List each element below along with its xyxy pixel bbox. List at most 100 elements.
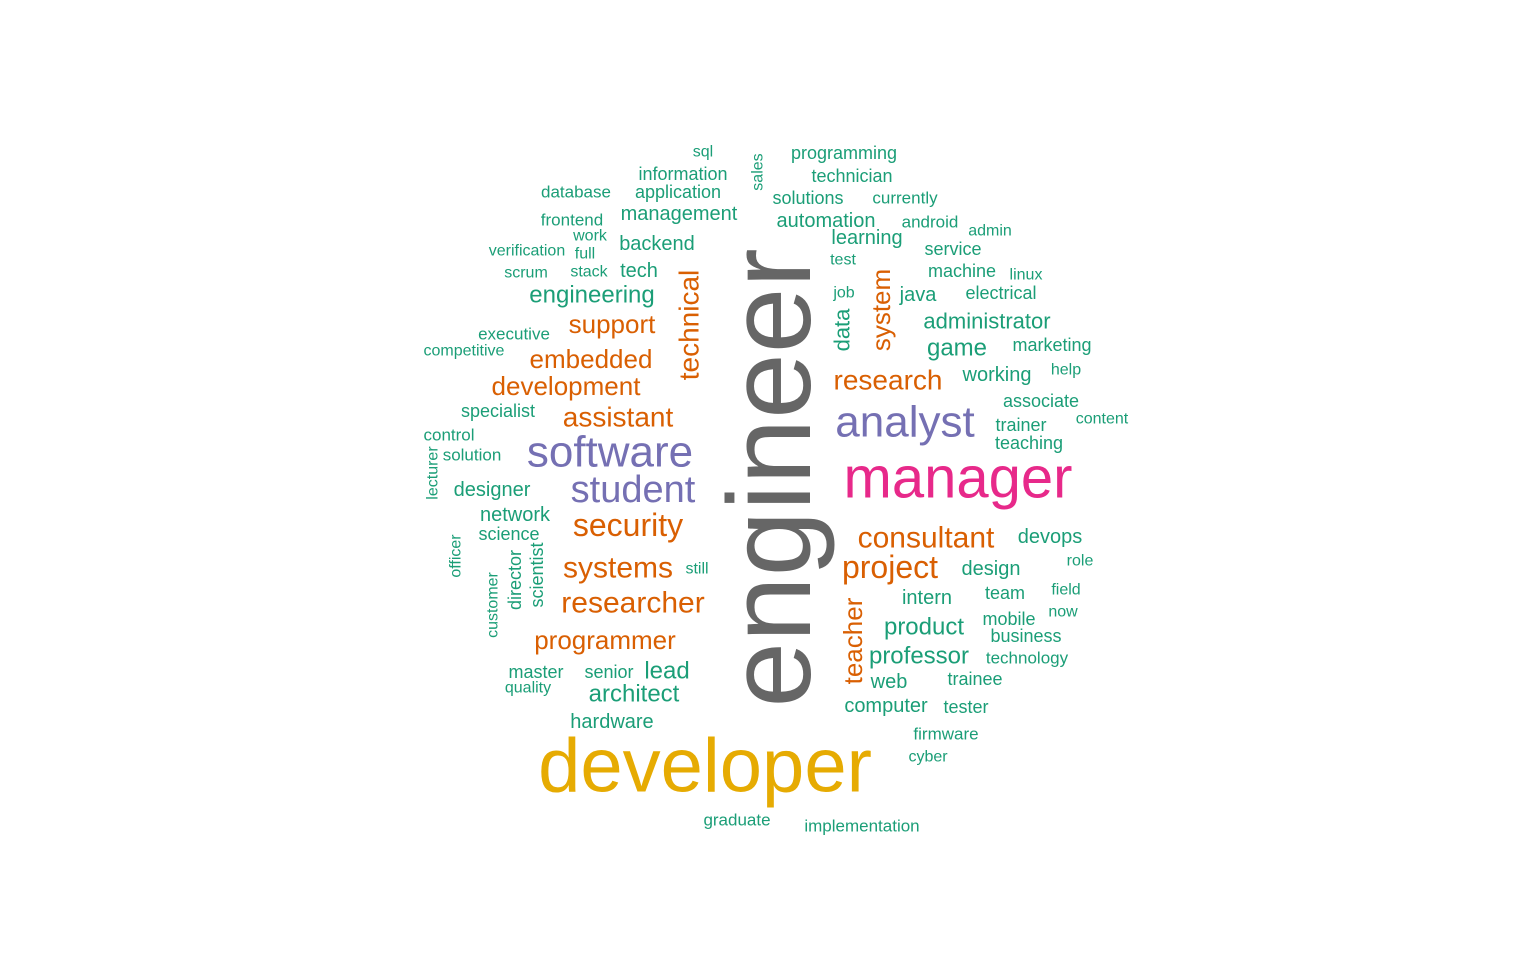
word-specialist: specialist: [461, 401, 535, 421]
word-now: now: [1048, 604, 1078, 621]
word-customer: customer: [485, 571, 502, 637]
word-technology: technology: [986, 649, 1069, 668]
word-technical: technical: [674, 270, 705, 381]
word-professor: professor: [869, 643, 969, 670]
word-design: design: [962, 558, 1021, 580]
word-programming: programming: [791, 143, 897, 163]
word-data: data: [830, 308, 855, 352]
word-embedded: embedded: [530, 344, 653, 374]
word-designer: designer: [454, 479, 531, 501]
word-officer: officer: [448, 534, 465, 578]
word-cyber: cyber: [908, 749, 948, 766]
word-quality: quality: [505, 680, 551, 697]
word-web: web: [870, 671, 908, 693]
word-system: system: [866, 269, 896, 351]
word-consultant: consultant: [858, 522, 995, 555]
word-intern: intern: [902, 587, 952, 609]
word-engineering: engineering: [529, 282, 654, 309]
word-assistant: assistant: [563, 402, 674, 433]
word-work: work: [572, 228, 608, 245]
word-full: full: [575, 246, 595, 263]
word-master: master: [508, 662, 563, 682]
word-game: game: [927, 335, 987, 362]
word-database: database: [541, 183, 611, 202]
word-director: director: [505, 550, 525, 610]
word-teacher: teacher: [838, 597, 868, 684]
word-stack: stack: [570, 264, 608, 281]
word-business: business: [990, 626, 1061, 646]
word-java: java: [899, 284, 938, 306]
word-scrum: scrum: [504, 265, 548, 282]
word-network: network: [480, 504, 551, 526]
word-help: help: [1051, 362, 1081, 379]
word-researcher: researcher: [561, 587, 704, 620]
word-research: research: [834, 365, 943, 396]
word-automation: automation: [777, 210, 876, 232]
word-technician: technician: [811, 166, 892, 186]
word-information: information: [638, 164, 727, 184]
word-programmer: programmer: [534, 625, 676, 655]
word-associate: associate: [1003, 391, 1079, 411]
word-backend: backend: [619, 233, 695, 255]
word-teaching: teaching: [995, 433, 1063, 453]
word-solutions: solutions: [772, 188, 843, 208]
word-architect: architect: [589, 681, 680, 708]
word-service: service: [924, 239, 981, 259]
word-developer: developer: [538, 724, 872, 809]
word-control: control: [423, 426, 474, 445]
word-executive: executive: [478, 325, 550, 344]
word-software: software: [527, 428, 693, 477]
word-development: development: [492, 371, 642, 401]
word-application: application: [635, 182, 721, 202]
word-trainee: trainee: [947, 669, 1002, 689]
word-mobile: mobile: [982, 609, 1035, 629]
word-electrical: electrical: [965, 283, 1036, 303]
word-field: field: [1051, 582, 1080, 599]
word-student: student: [571, 469, 696, 511]
word-sales: sales: [750, 153, 767, 190]
word-frontend: frontend: [541, 211, 603, 230]
word-currently: currently: [872, 189, 938, 208]
word-learning: learning: [831, 227, 902, 249]
word-tech: tech: [620, 260, 658, 282]
word-implementation: implementation: [804, 817, 919, 836]
word-linux: linux: [1010, 267, 1043, 284]
word-role: role: [1067, 553, 1094, 570]
word-still: still: [685, 561, 708, 578]
word-test: test: [830, 252, 856, 269]
word-android: android: [902, 213, 959, 232]
word-lead: lead: [644, 658, 689, 685]
word-tester: tester: [943, 697, 988, 717]
word-graduate: graduate: [703, 811, 770, 830]
word-scientist: scientist: [527, 542, 547, 607]
word-support: support: [569, 309, 656, 339]
word-hardware: hardware: [570, 711, 653, 733]
word-science: science: [478, 524, 539, 544]
word-firmware: firmware: [913, 725, 978, 744]
word-working: working: [962, 364, 1032, 386]
word-administrator: administrator: [923, 309, 1050, 334]
word-content: content: [1076, 411, 1129, 428]
word-marketing: marketing: [1012, 335, 1091, 355]
word-analyst: analyst: [835, 398, 974, 447]
word-job: job: [832, 285, 854, 302]
word-solution: solution: [443, 446, 502, 465]
word-manager: manager: [844, 446, 1073, 511]
word-devops: devops: [1018, 526, 1083, 548]
word-engineer: engineer: [704, 248, 836, 707]
word-sql: sql: [693, 144, 713, 161]
word-product: product: [884, 614, 964, 641]
word-computer: computer: [844, 695, 928, 717]
word-machine: machine: [928, 261, 996, 281]
word-management: management: [621, 203, 738, 225]
word-senior: senior: [584, 662, 633, 682]
word-project: project: [842, 549, 938, 585]
word-trainer: trainer: [995, 415, 1046, 435]
word-lecturer: lecturer: [425, 446, 442, 500]
word-admin: admin: [968, 223, 1012, 240]
word-systems: systems: [563, 552, 673, 585]
word-competitive: competitive: [424, 343, 505, 360]
word-security: security: [573, 507, 683, 543]
word-team: team: [985, 583, 1025, 603]
